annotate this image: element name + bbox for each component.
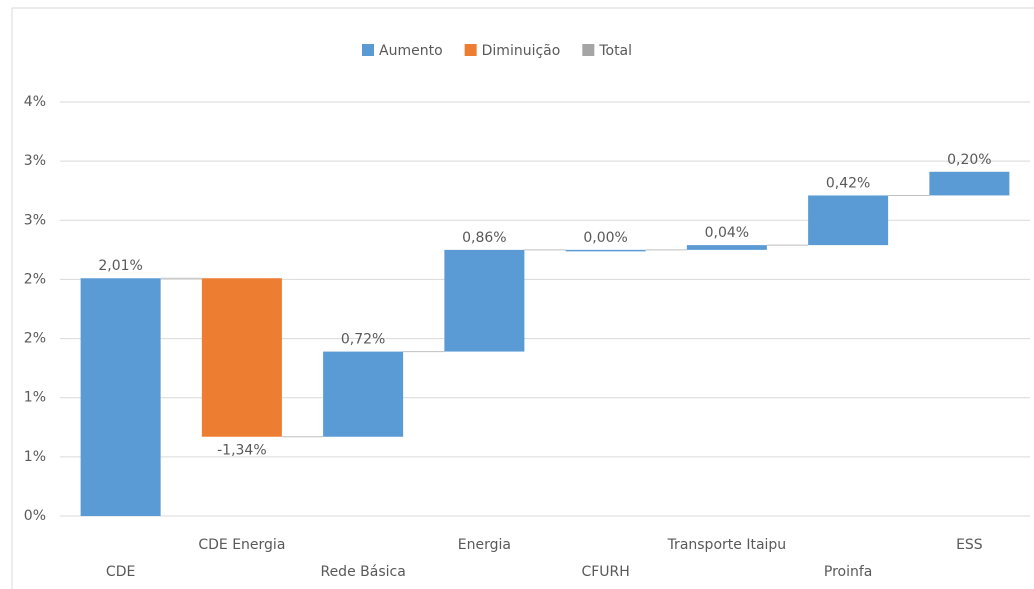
value-label: 0,42% — [826, 175, 870, 191]
x-tick-label: CFURH — [581, 564, 629, 580]
value-label: 2,01% — [98, 258, 142, 274]
x-tick-label: Energia — [458, 537, 511, 553]
value-label: -1,34% — [217, 443, 267, 459]
x-tick-label: Rede Básica — [320, 564, 405, 580]
value-label: 0,00% — [583, 230, 627, 246]
bar — [808, 195, 889, 246]
y-tick-label: 3% — [24, 153, 46, 169]
y-tick-label: 1% — [24, 449, 46, 465]
y-tick-label: 2% — [24, 331, 46, 347]
bar — [323, 351, 404, 437]
y-tick-label: 3% — [24, 212, 46, 228]
x-tick-label: Proinfa — [824, 564, 872, 580]
y-tick-label: 1% — [24, 390, 46, 406]
y-tick-label: 2% — [24, 271, 46, 287]
x-tick-label: Transporte Itaipu — [667, 537, 787, 553]
y-tick-label: 0% — [24, 508, 46, 524]
legend-swatch — [464, 44, 477, 56]
legend-swatch — [582, 44, 595, 56]
bar — [565, 249, 646, 252]
legend-swatch — [362, 44, 374, 56]
bar — [201, 278, 282, 437]
y-tick-label: 4% — [24, 94, 46, 110]
x-tick-label: CDE Energia — [198, 537, 285, 553]
value-label: 0,04% — [705, 225, 749, 241]
legend-label: Total — [598, 43, 632, 59]
x-tick-label: CDE — [106, 564, 135, 580]
legend-label: Aumento — [379, 43, 443, 59]
bar — [929, 171, 1010, 196]
value-label: 0,72% — [341, 332, 385, 348]
bar — [80, 278, 161, 516]
bar — [444, 249, 525, 352]
value-label: 0,20% — [947, 152, 991, 168]
legend-label: Diminuição — [482, 43, 561, 59]
x-tick-label: ESS — [956, 537, 983, 553]
value-label: 0,86% — [462, 230, 506, 246]
bar — [686, 245, 767, 250]
chart-frame — [11, 7, 1034, 589]
